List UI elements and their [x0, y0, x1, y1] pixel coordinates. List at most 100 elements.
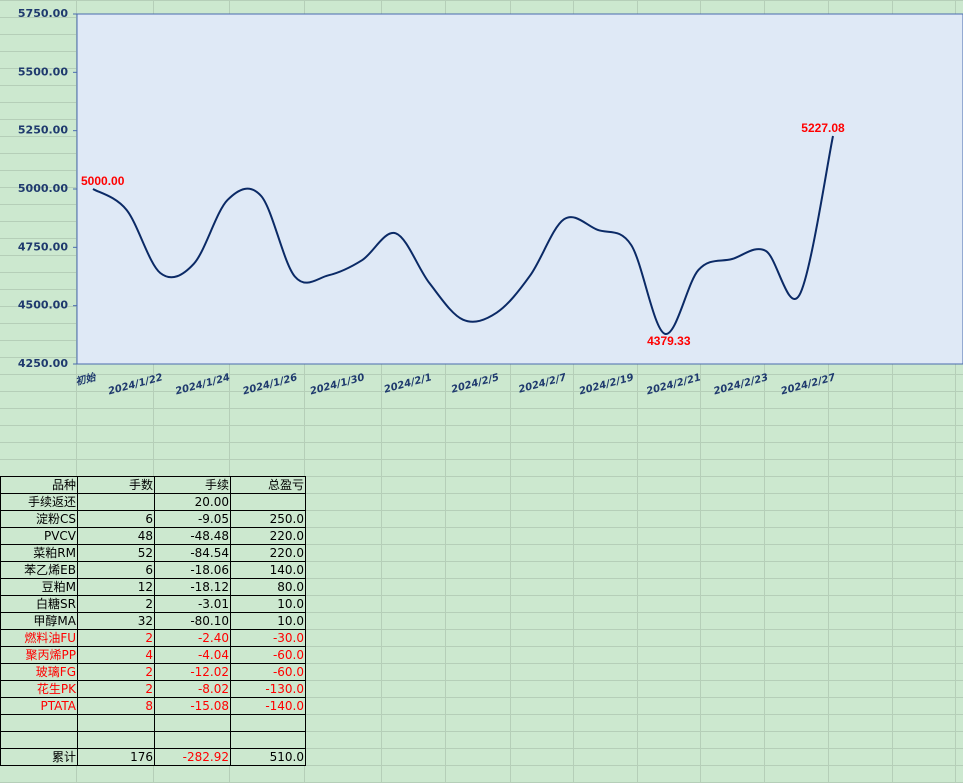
- table-cell: 52: [77, 544, 155, 562]
- table-row: PTATA 8 -15.08 -140.0: [0, 697, 306, 715]
- table-cell: 10.0: [230, 612, 306, 630]
- table-cell: 20.00: [154, 493, 231, 511]
- table-cell: -30.0: [230, 629, 306, 647]
- table-header: 品种 手数 手续 总盈亏: [0, 476, 306, 494]
- table-cell: 220.0: [230, 544, 306, 562]
- table-cell: 12: [77, 578, 155, 596]
- x-tick-label: 2024/2/21: [645, 372, 702, 397]
- y-tick-label: 4250.00: [18, 357, 68, 370]
- table-row: 苯乙烯EB 6 -18.06 140.0: [0, 561, 306, 579]
- table-row: 玻璃FG 2 -12.02 -60.0: [0, 663, 306, 681]
- table-cell: -15.08: [154, 697, 231, 715]
- table-row: 菜粕RM 52 -84.54 220.0: [0, 544, 306, 562]
- table-cell: 140.0: [230, 561, 306, 579]
- plot-area: [76, 13, 963, 365]
- table-cell: 48: [77, 527, 155, 545]
- table-row: 聚丙烯PP 4 -4.04 -60.0: [0, 646, 306, 664]
- x-tick-label: 2024/2/27: [780, 372, 837, 397]
- table-row: 累计 176 -282.92 510.0: [0, 748, 306, 766]
- table-cell: 2: [77, 663, 155, 681]
- table-cell: 250.0: [230, 510, 306, 528]
- table-cell: -9.05: [154, 510, 231, 528]
- table-cell: 甲醇MA: [0, 612, 78, 630]
- table-cell: 220.0: [230, 527, 306, 545]
- table-cell: -18.12: [154, 578, 231, 596]
- x-tick-label: 2024/1/26: [242, 372, 299, 397]
- x-tick-label: 2024/1/30: [309, 372, 366, 397]
- data-label: 5227.08: [801, 121, 845, 135]
- table-cell: 燃料油FU: [0, 629, 78, 647]
- table-row: 甲醇MA 32 -80.10 10.0: [0, 612, 306, 630]
- table-cell: [230, 731, 306, 749]
- table-cell: -2.40: [154, 629, 231, 647]
- table-cell: 2: [77, 629, 155, 647]
- table-cell: 176: [77, 748, 155, 766]
- table-cell: 2: [77, 680, 155, 698]
- table-cell: 白糖SR: [0, 595, 78, 613]
- table-cell: 4: [77, 646, 155, 664]
- table-row: [0, 731, 306, 749]
- table-cell: 玻璃FG: [0, 663, 78, 681]
- series-line: [92, 135, 834, 335]
- y-tick-label: 4750.00: [18, 240, 68, 253]
- header-cell: 手续: [154, 476, 231, 494]
- y-tick-label: 5500.00: [18, 65, 68, 78]
- table-cell: 累计: [0, 748, 78, 766]
- table-cell: 32: [77, 612, 155, 630]
- header-cell: 手数: [77, 476, 155, 494]
- table-row: 白糖SR 2 -3.01 10.0: [0, 595, 306, 613]
- table-row: 豆粕M 12 -18.12 80.0: [0, 578, 306, 596]
- x-tick-label: 2024/1/22: [107, 372, 164, 397]
- table-cell: PTATA: [0, 697, 78, 715]
- table-cell: [230, 714, 306, 732]
- table-cell: [77, 493, 155, 511]
- table-cell: [0, 731, 78, 749]
- table-cell: -3.01: [154, 595, 231, 613]
- table-cell: -140.0: [230, 697, 306, 715]
- table-row: 淀粉CS 6 -9.05 250.0: [0, 510, 306, 528]
- table-cell: 8: [77, 697, 155, 715]
- x-tick-label: 2024/2/1: [383, 372, 433, 395]
- table-row: [0, 714, 306, 732]
- table-cell: -18.06: [154, 561, 231, 579]
- table-cell: PVCV: [0, 527, 78, 545]
- table-cell: 手续返还: [0, 493, 78, 511]
- table-cell: -130.0: [230, 680, 306, 698]
- y-tick-label: 5000.00: [18, 182, 68, 195]
- table-row: 手续返还 20.00: [0, 493, 306, 511]
- x-tick-label: 2024/2/7: [517, 372, 567, 395]
- data-table: 品种 手数 手续 总盈亏 手续返还 20.00 淀粉CS 6 -9.05 250.0 PVC…: [0, 476, 306, 766]
- y-tick-label: 4500.00: [18, 299, 68, 312]
- table-row: 燃料油FU 2 -2.40 -30.0: [0, 629, 306, 647]
- y-tick-label: 5750.00: [18, 7, 68, 20]
- table-cell: -60.0: [230, 646, 306, 664]
- x-tick-label: 2024/2/5: [450, 372, 500, 395]
- table-cell: -12.02: [154, 663, 231, 681]
- chart: 4250.00 4500.00 4750.00 5000.00 5250.00 5500.…: [18, 7, 963, 397]
- table-cell: [77, 731, 155, 749]
- table-cell: 菜粕RM: [0, 544, 78, 562]
- table-cell: [230, 493, 306, 511]
- table-cell: -8.02: [154, 680, 231, 698]
- table-cell: 聚丙烯PP: [0, 646, 78, 664]
- table-cell: 510.0: [230, 748, 306, 766]
- data-label: 5000.00: [81, 174, 125, 188]
- table-cell: 2: [77, 595, 155, 613]
- table-cell: 花生PK: [0, 680, 78, 698]
- table-cell: 10.0: [230, 595, 306, 613]
- y-tick-label: 5250.00: [18, 124, 68, 137]
- x-tick-label: 初始: [74, 371, 97, 388]
- table-cell: -4.04: [154, 646, 231, 664]
- table-cell: -48.48: [154, 527, 231, 545]
- table-row: 花生PK 2 -8.02 -130.0: [0, 680, 306, 698]
- table-cell: [154, 731, 231, 749]
- table-cell: 苯乙烯EB: [0, 561, 78, 579]
- table-cell: -60.0: [230, 663, 306, 681]
- table-cell: 6: [77, 561, 155, 579]
- data-label: 4379.33: [647, 334, 691, 348]
- table-cell: 6: [77, 510, 155, 528]
- table-cell: 豆粕M: [0, 578, 78, 596]
- table-cell: [154, 714, 231, 732]
- table-cell: -282.92: [154, 748, 231, 766]
- table-row: PVCV 48 -48.48 220.0: [0, 527, 306, 545]
